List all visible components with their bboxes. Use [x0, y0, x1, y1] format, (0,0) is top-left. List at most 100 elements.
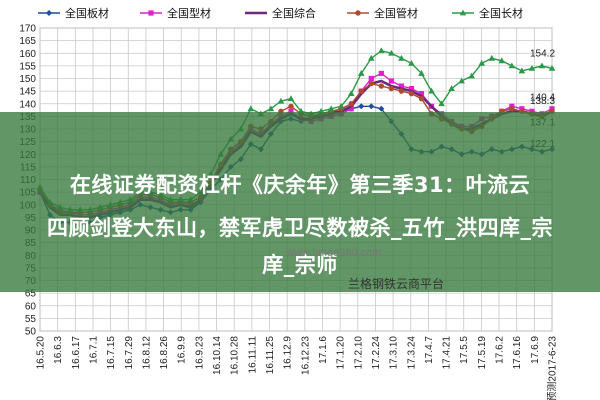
x-tick-label: 16.8.26: [159, 336, 170, 370]
data-point: [438, 100, 445, 107]
data-point: [288, 103, 294, 109]
data-point: [388, 49, 395, 56]
y-tick-label: 140: [19, 99, 36, 110]
x-tick-label: 17.4.21: [442, 336, 453, 370]
data-point: [448, 146, 455, 153]
y-tick-label: 80: [25, 251, 37, 262]
data-point: [367, 54, 375, 61]
y-tick-label: 90: [25, 226, 37, 237]
x-tick-label: 16.10.14: [212, 336, 223, 375]
data-point: [147, 204, 154, 211]
series-square: [37, 70, 555, 218]
y-tick-label: 120: [19, 150, 36, 161]
data-point: [348, 101, 354, 107]
data-point: [237, 125, 245, 132]
data-point: [167, 209, 174, 216]
y-tick-label: 135: [19, 112, 36, 123]
x-tick-label: 17.5.5: [459, 336, 470, 364]
data-point: [519, 108, 525, 115]
data-point: [418, 148, 425, 155]
data-point: [458, 77, 465, 84]
x-tick-label: 17.6.9: [530, 336, 541, 364]
end-label: 154.2: [530, 48, 555, 59]
data-point: [549, 108, 555, 115]
series-circle: [37, 80, 555, 216]
y-tick-label: 65: [25, 289, 37, 300]
data-point: [408, 59, 415, 66]
data-point: [418, 91, 425, 97]
y-tick-label: 50: [25, 327, 37, 338]
y-tick-label: 85: [25, 238, 37, 249]
data-point: [267, 105, 275, 112]
x-tick-label: 预测2017-6-23: [546, 336, 559, 400]
data-point: [438, 143, 445, 150]
data-point: [538, 62, 546, 69]
data-point: [548, 65, 556, 71]
data-point: [378, 70, 384, 77]
data-point: [479, 123, 485, 130]
data-point: [157, 206, 164, 213]
data-point: [348, 106, 354, 112]
data-point: [87, 219, 94, 226]
data-point: [228, 146, 234, 152]
y-tick-label: 165: [19, 36, 36, 47]
data-point: [327, 105, 335, 112]
end-label: 137.1: [530, 117, 555, 128]
data-point: [57, 209, 63, 216]
legend-item: 全国板材: [38, 6, 109, 20]
data-point: [428, 148, 435, 155]
data-point: [287, 95, 295, 102]
data-point: [518, 143, 525, 150]
data-point: [478, 151, 485, 158]
data-point: [418, 96, 425, 102]
data-point: [398, 54, 405, 61]
x-tick-label: 16.9.9: [177, 336, 188, 364]
x-tick-label: 17.6.2: [495, 336, 506, 364]
data-point: [459, 9, 467, 16]
data-point: [177, 206, 184, 213]
data-point: [247, 105, 255, 112]
x-tick-label: 16.7.15: [106, 336, 117, 370]
data-point: [408, 90, 415, 97]
x-tick-label: 16.7.1: [88, 336, 99, 364]
series-line: [38, 79, 553, 219]
x-tick-label: 17.3.24: [406, 336, 417, 370]
data-point: [448, 121, 455, 127]
data-point: [438, 116, 445, 122]
legend-label: 全国板材: [65, 6, 109, 20]
data-point: [388, 85, 395, 92]
data-point: [468, 72, 475, 79]
watermark-platform: 兰格钢铁云商平台: [348, 277, 445, 291]
data-point: [197, 188, 204, 195]
x-tick-label: 16.8.12: [141, 336, 152, 370]
data-point: [357, 70, 365, 76]
legend-label: 全国综合: [272, 6, 316, 20]
data-point: [277, 97, 285, 104]
data-point: [197, 194, 204, 200]
data-point: [46, 10, 52, 16]
data-point: [77, 221, 84, 228]
data-point: [337, 102, 345, 109]
legend-item: 全国长材: [452, 6, 523, 20]
data-point: [288, 108, 294, 114]
data-point: [529, 111, 535, 117]
data-point: [498, 57, 506, 64]
data-point: [268, 118, 274, 125]
x-tick-label: 16.5.20: [36, 336, 47, 370]
data-point: [408, 86, 415, 92]
series-lines: [36, 47, 556, 228]
y-tick-label: 70: [25, 276, 37, 287]
data-point: [368, 80, 374, 87]
series-line: [39, 82, 553, 214]
y-tick-label: 105: [19, 188, 36, 199]
x-tick-label: 17.1.6: [318, 336, 329, 364]
data-point: [248, 123, 254, 130]
data-point: [468, 128, 475, 135]
data-point: [398, 88, 405, 94]
legend-item: 全国综合: [245, 6, 316, 20]
x-tick-label: 17.4.7: [424, 336, 435, 364]
data-point: [287, 115, 294, 122]
data-point: [148, 10, 154, 16]
data-point: [508, 62, 516, 69]
